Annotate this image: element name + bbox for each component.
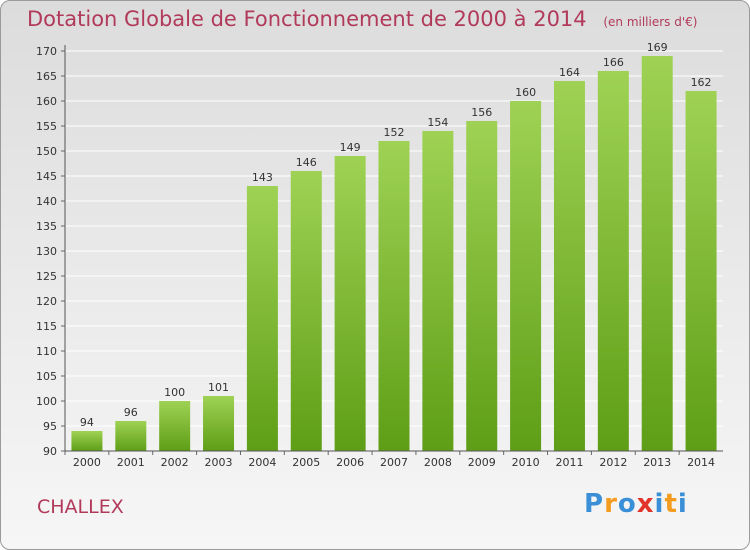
bar-2010 [510, 101, 542, 451]
bar-2006 [334, 156, 366, 451]
x-tick-label: 2010 [512, 456, 540, 469]
data-label: 156 [471, 106, 492, 119]
y-tick-label: 100 [36, 395, 57, 408]
data-label: 143 [252, 171, 273, 184]
y-tick-label: 125 [36, 270, 57, 283]
bar-2002 [159, 401, 191, 451]
x-tick-label: 2007 [380, 456, 408, 469]
data-label: 146 [296, 156, 317, 169]
x-tick-label: 2004 [248, 456, 276, 469]
logo-letter: i [654, 489, 665, 519]
y-tick-label: 140 [36, 195, 57, 208]
bar-2003 [203, 396, 235, 451]
logo-letter: r [604, 489, 618, 519]
y-tick-label: 130 [36, 245, 57, 258]
logo-letter: i [677, 489, 688, 519]
y-tick-label: 170 [36, 45, 57, 58]
bar-2011 [553, 81, 585, 451]
data-label: 100 [164, 386, 185, 399]
y-tick-label: 90 [43, 445, 57, 458]
data-label: 94 [80, 416, 94, 429]
chart-title-text: Dotation Globale de Fonctionnement de 20… [27, 7, 587, 31]
x-tick-label: 2006 [336, 456, 364, 469]
x-tick-label: 2013 [643, 456, 671, 469]
x-tick-label: 2001 [117, 456, 145, 469]
x-tick-label: 2003 [205, 456, 233, 469]
bar-2005 [290, 171, 322, 451]
proxiti-logo: Proxiti [584, 489, 688, 519]
x-tick-label: 2008 [424, 456, 452, 469]
bar-2007 [378, 141, 410, 451]
y-tick-label: 95 [43, 420, 57, 433]
bar-2009 [466, 121, 498, 451]
bar-2008 [422, 131, 454, 451]
x-tick-label: 2009 [468, 456, 496, 469]
bar-2004 [246, 186, 278, 451]
y-tick-label: 120 [36, 295, 57, 308]
y-tick-label: 160 [36, 95, 57, 108]
x-tick-label: 2005 [292, 456, 320, 469]
data-label: 166 [603, 56, 624, 69]
logo-letter: x [636, 489, 655, 519]
data-label: 162 [691, 76, 712, 89]
data-label: 169 [647, 41, 668, 54]
logo-letter: o [617, 489, 637, 519]
x-tick-label: 2014 [687, 456, 715, 469]
data-label: 152 [384, 126, 405, 139]
x-tick-label: 2011 [555, 456, 583, 469]
data-label: 164 [559, 66, 580, 79]
bar-2012 [597, 71, 629, 451]
x-tick-label: 2000 [73, 456, 101, 469]
x-tick-label: 2002 [161, 456, 189, 469]
y-tick-label: 115 [36, 320, 57, 333]
logo-letter: P [584, 489, 605, 519]
data-label: 96 [124, 406, 138, 419]
y-tick-label: 110 [36, 345, 57, 358]
bar-2000 [71, 431, 103, 451]
y-tick-label: 145 [36, 170, 57, 183]
data-label: 101 [208, 381, 229, 394]
data-label: 149 [340, 141, 361, 154]
y-tick-label: 165 [36, 70, 57, 83]
logo-letter: t [664, 489, 678, 519]
bar-2013 [641, 56, 673, 451]
data-label: 160 [515, 86, 536, 99]
x-tick-label: 2012 [599, 456, 627, 469]
chart-title: Dotation Globale de Fonctionnement de 20… [27, 7, 697, 31]
y-tick-label: 135 [36, 220, 57, 233]
commune-name: CHALLEX [37, 496, 124, 518]
unit-note: (en milliers d'€) [603, 15, 698, 29]
bar-2001 [115, 421, 147, 451]
y-tick-label: 150 [36, 145, 57, 158]
bar-2014 [685, 91, 717, 451]
y-tick-label: 155 [36, 120, 57, 133]
y-tick-label: 105 [36, 370, 57, 383]
data-label: 154 [427, 116, 448, 129]
